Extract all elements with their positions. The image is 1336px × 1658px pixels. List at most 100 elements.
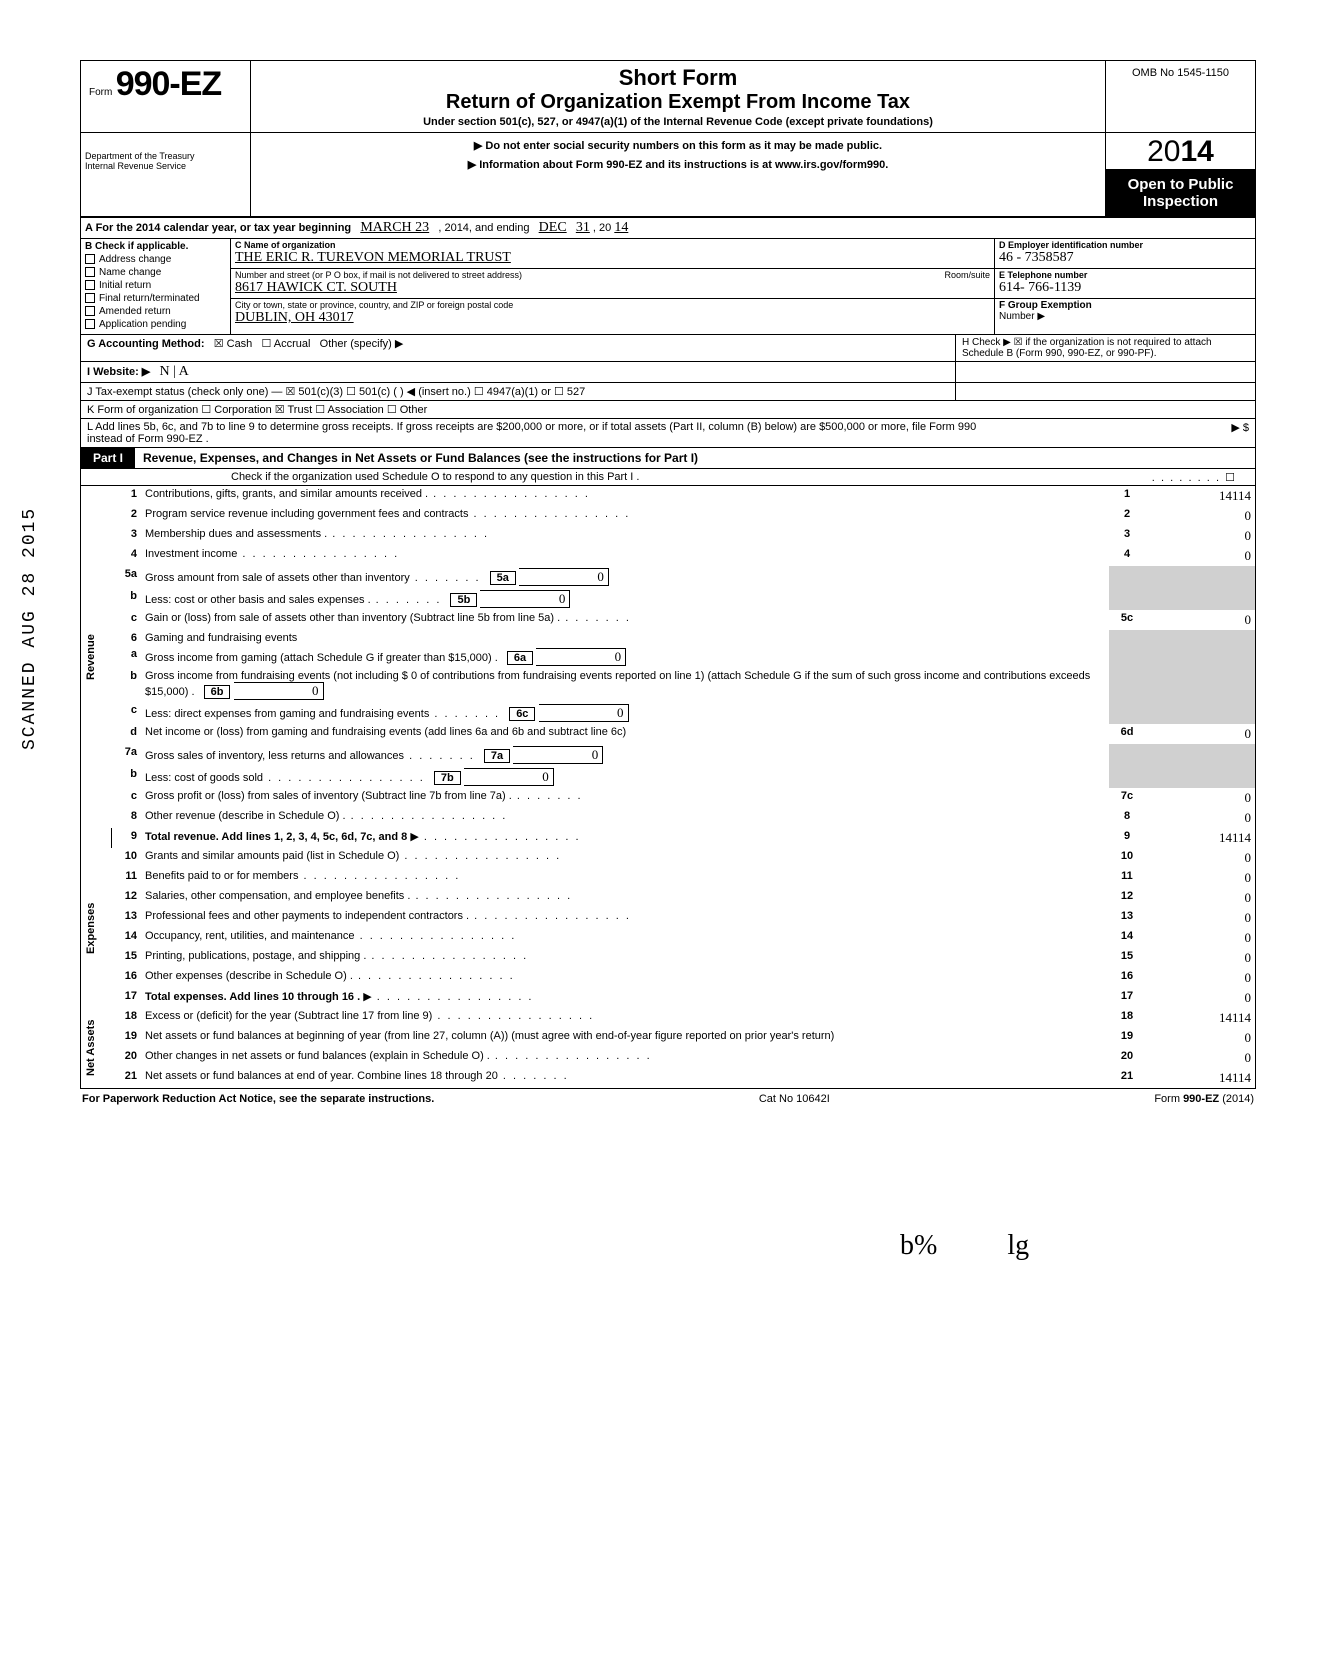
l5b-sv[interactable]: 0 [480, 590, 570, 608]
l7c-desc: Gross profit or (loss) from sales of inv… [141, 788, 1109, 808]
l11-val[interactable]: 0 [1145, 868, 1255, 888]
l13-val[interactable]: 0 [1145, 908, 1255, 928]
l8-num: 8 [111, 808, 141, 828]
return-title: Return of Organization Exempt From Incom… [259, 91, 1097, 114]
l4-val[interactable]: 0 [1145, 546, 1255, 566]
cb-amended-return[interactable]: Amended return [85, 306, 226, 317]
e-phone[interactable]: 614- 766-1139 [999, 280, 1251, 296]
l21-val[interactable]: 14114 [1145, 1068, 1255, 1088]
col-b: B Check if applicable. Address change Na… [81, 239, 231, 334]
l12-desc: Salaries, other compensation, and employ… [141, 888, 1109, 908]
l5c-num: c [111, 610, 141, 630]
l11-desc: Benefits paid to or for members [141, 868, 1109, 888]
year-prefix: 20 [1147, 135, 1180, 168]
row-a-begin[interactable]: MARCH 23 [360, 220, 429, 235]
l12-val[interactable]: 0 [1145, 888, 1255, 908]
l7c-num: c [111, 788, 141, 808]
l6b-sv[interactable]: 0 [234, 682, 324, 700]
g-cash[interactable]: Cash [227, 338, 253, 350]
col-def: D Employer identification number 46 - 73… [995, 239, 1255, 334]
l10-val[interactable]: 0 [1145, 848, 1255, 868]
part1-title: Revenue, Expenses, and Changes in Net As… [135, 451, 698, 465]
l6d-box: 6d [1109, 724, 1145, 744]
l17-val[interactable]: 0 [1145, 988, 1255, 1008]
l12-num: 12 [111, 888, 141, 908]
l14-val[interactable]: 0 [1145, 928, 1255, 948]
l15-desc: Printing, publications, postage, and shi… [141, 948, 1109, 968]
open-line2: Inspection [1108, 193, 1253, 210]
l7b-sv[interactable]: 0 [464, 768, 554, 786]
cb-application-pending-label: Application pending [99, 319, 186, 330]
cb-address-change[interactable]: Address change [85, 254, 226, 265]
l7a-sv[interactable]: 0 [513, 746, 603, 764]
org-address[interactable]: 8617 HAWICK CT. SOUTH [235, 280, 990, 296]
l6a-desc: Gross income from gaming (attach Schedul… [145, 652, 498, 664]
l7a-sb: 7a [484, 749, 510, 763]
l1-val[interactable]: 14114 [1145, 486, 1255, 506]
l8-val[interactable]: 0 [1145, 808, 1255, 828]
j-text[interactable]: J Tax-exempt status (check only one) — ☒… [81, 383, 955, 400]
cb-initial-return[interactable]: Initial return [85, 280, 226, 291]
row-a-end-month[interactable]: DEC [539, 220, 567, 235]
i-website[interactable]: N | A [159, 364, 188, 379]
header-row-1: Form 990-EZ Short Form Return of Organiz… [81, 61, 1255, 133]
l13-num: 13 [111, 908, 141, 928]
l8-desc: Other revenue (describe in Schedule O) . [141, 808, 1109, 828]
row-k: K Form of organization ☐ Corporation ☒ T… [81, 401, 1255, 419]
l6d-val[interactable]: 0 [1145, 724, 1255, 744]
org-city[interactable]: DUBLIN, OH 43017 [235, 310, 990, 326]
part1-header: Part I Revenue, Expenses, and Changes in… [81, 448, 1255, 469]
row-a-yr-prefix: , 20 [593, 222, 611, 234]
row-a-end-yr[interactable]: 14 [614, 220, 628, 235]
l5c-val[interactable]: 0 [1145, 610, 1255, 630]
footer-right-year: (2014) [1219, 1093, 1254, 1105]
notice-1: ▶ Do not enter social security numbers o… [257, 139, 1099, 152]
l6a-sv[interactable]: 0 [536, 648, 626, 666]
col-c: C Name of organization THE ERIC R. TUREV… [231, 239, 995, 334]
l6-num: 6 [111, 630, 141, 646]
l19-val[interactable]: 0 [1145, 1028, 1255, 1048]
l9-val[interactable]: 14114 [1145, 828, 1255, 848]
title-box: Short Form Return of Organization Exempt… [251, 61, 1105, 132]
l3-box: 3 [1109, 526, 1145, 546]
org-name[interactable]: THE ERIC R. TUREVON MEMORIAL TRUST [235, 250, 990, 266]
l-arrow: ▶ $ [1231, 421, 1249, 445]
c-city-label: City or town, state or province, country… [235, 300, 990, 310]
l10-desc: Grants and similar amounts paid (list in… [141, 848, 1109, 868]
g-other[interactable]: Other (specify) ▶ [320, 338, 404, 350]
cb-application-pending[interactable]: Application pending [85, 319, 226, 330]
l15-val[interactable]: 0 [1145, 948, 1255, 968]
l7b-sb: 7b [434, 771, 461, 785]
g-label: G Accounting Method: [87, 338, 205, 350]
l3-desc: Membership dues and assessments . [141, 526, 1109, 546]
l10-num: 10 [111, 848, 141, 868]
short-form-title: Short Form [259, 65, 1097, 91]
row-i: I Website: ▶ N | A [81, 362, 1255, 383]
row-a-end-day[interactable]: 31 [576, 220, 590, 235]
l16-val[interactable]: 0 [1145, 968, 1255, 988]
l14-box: 14 [1109, 928, 1145, 948]
cb-name-change[interactable]: Name change [85, 267, 226, 278]
k-text[interactable]: K Form of organization ☐ Corporation ☒ T… [81, 401, 1255, 418]
row-a-prefix: A For the 2014 calendar year, or tax yea… [85, 222, 351, 234]
footer: For Paperwork Reduction Act Notice, see … [80, 1089, 1256, 1105]
l5a-sv[interactable]: 0 [519, 568, 609, 586]
row-gh: G Accounting Method: ☒ Cash ☐ Accrual Ot… [81, 335, 1255, 362]
i-label: I Website: ▶ [87, 366, 150, 378]
l20-val[interactable]: 0 [1145, 1048, 1255, 1068]
l5c-desc: Gain or (loss) from sale of assets other… [141, 610, 1109, 630]
d-ein[interactable]: 46 - 7358587 [999, 250, 1251, 266]
dept-line2: Internal Revenue Service [85, 161, 246, 171]
row-h: H Check ▶ ☒ if the organization is not r… [955, 335, 1255, 361]
l2-val[interactable]: 0 [1145, 506, 1255, 526]
cb-final-return[interactable]: Final return/terminated [85, 293, 226, 304]
l3-val[interactable]: 0 [1145, 526, 1255, 546]
l6c-sv[interactable]: 0 [539, 704, 629, 722]
l7c-val[interactable]: 0 [1145, 788, 1255, 808]
g-accrual[interactable]: Accrual [274, 338, 311, 350]
dept-box: Department of the Treasury Internal Reve… [81, 133, 251, 216]
l6d-desc: Net income or (loss) from gaming and fun… [141, 724, 1109, 744]
l16-num: 16 [111, 968, 141, 988]
initial-b: lg [1007, 1230, 1029, 1261]
l18-val[interactable]: 14114 [1145, 1008, 1255, 1028]
